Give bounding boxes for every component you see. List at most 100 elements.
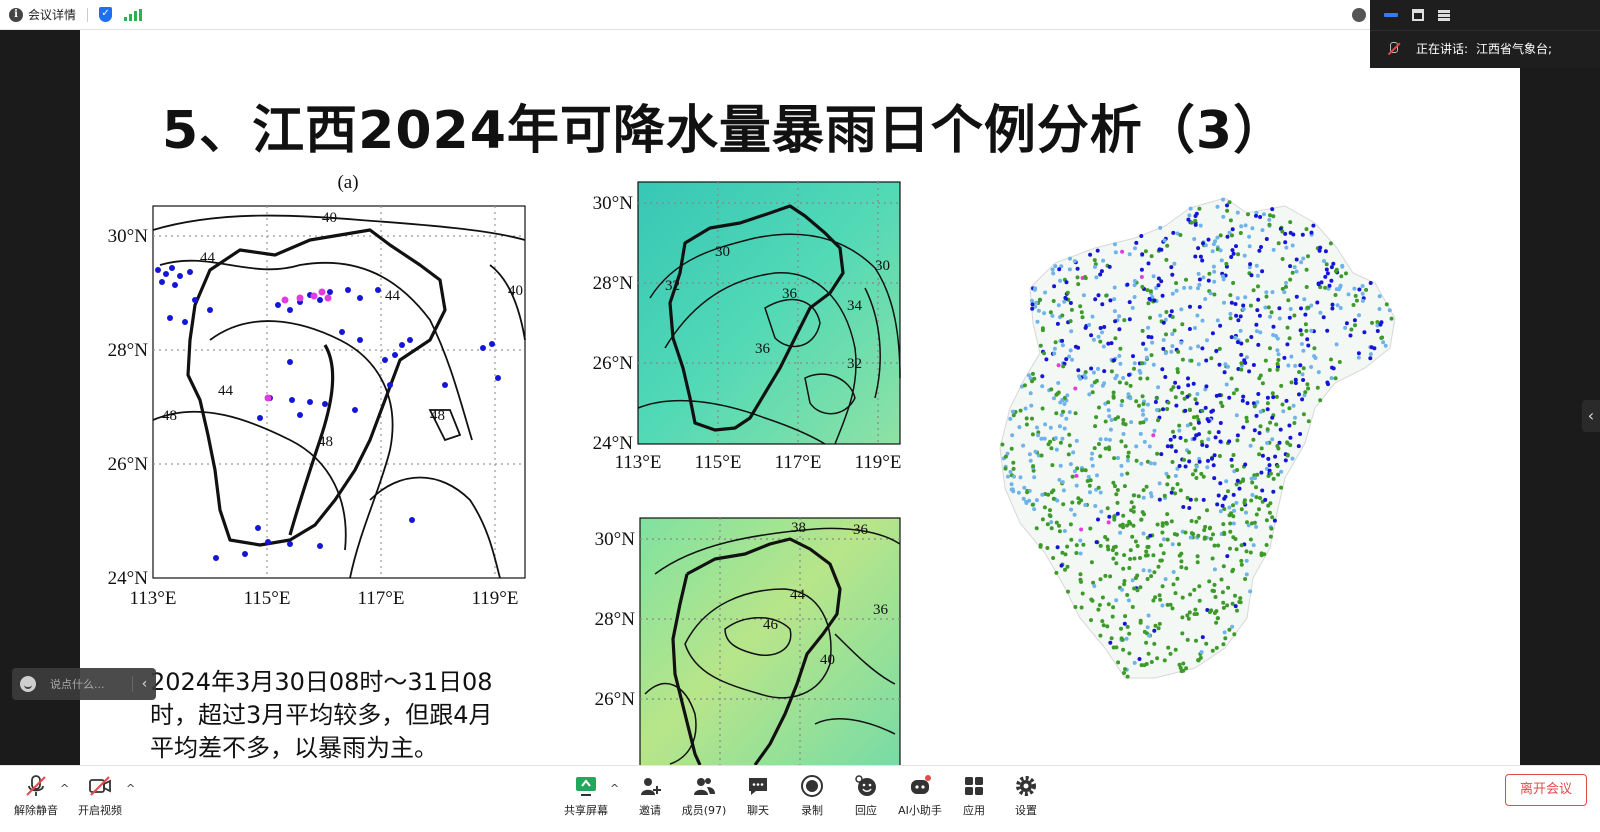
station-dot: [1284, 280, 1288, 285]
share-screen-button[interactable]: 共享屏幕: [556, 774, 616, 824]
avatar[interactable]: [1352, 8, 1366, 22]
station-dot: [1165, 407, 1170, 411]
station-dot: [1280, 229, 1285, 234]
shield-icon[interactable]: ✓: [99, 7, 113, 22]
reactions-button[interactable]: 回应: [836, 774, 896, 824]
station-dot: [1148, 315, 1152, 320]
station-dot: [1304, 267, 1309, 272]
svg-text:117°E: 117°E: [358, 588, 405, 609]
station-dot: [1212, 611, 1217, 615]
menu-icon[interactable]: [1438, 9, 1450, 21]
video-options-caret[interactable]: ^: [126, 782, 136, 795]
members-button[interactable]: 成员(97): [674, 774, 734, 824]
station-dot: [1080, 468, 1085, 473]
station-dot: [1131, 354, 1135, 359]
station-dot: [1129, 500, 1134, 505]
minimize-icon[interactable]: [1384, 13, 1398, 17]
station-dot: [1230, 464, 1235, 468]
station-dot: [1334, 287, 1339, 292]
station-dot: [1003, 466, 1008, 471]
station-dot: [1026, 373, 1031, 378]
chat-button[interactable]: 聊天: [728, 774, 788, 824]
unmute-options-caret[interactable]: ^: [60, 782, 70, 795]
unmute-button[interactable]: 解除静音: [6, 774, 66, 824]
station-dot: [1048, 514, 1053, 519]
signal-icon[interactable]: [124, 8, 143, 21]
smile-icon[interactable]: [20, 676, 36, 692]
station-dot: [1121, 421, 1126, 426]
window-icon[interactable]: [1412, 9, 1424, 21]
record-button[interactable]: 录制: [782, 774, 842, 824]
station-dot: [1360, 284, 1365, 288]
station-dot: [1201, 241, 1205, 246]
station-dot: [1125, 282, 1130, 287]
settings-icon: [1014, 774, 1038, 798]
station-dot: [1171, 230, 1176, 235]
station-dot: [1102, 369, 1107, 374]
station-dot: [1163, 317, 1168, 322]
station-dot: [1188, 497, 1193, 502]
station-dot: [1146, 544, 1151, 549]
svg-text:38: 38: [791, 520, 806, 536]
ai-assistant-button[interactable]: AI小助手: [890, 774, 950, 824]
station-dot: [1126, 454, 1130, 459]
station-dot: [1334, 342, 1339, 347]
station-dot: [1177, 423, 1182, 428]
svg-text:28°N: 28°N: [593, 273, 634, 294]
station-dot: [1200, 346, 1205, 351]
station-dot: [1251, 437, 1256, 442]
station-dot: [1152, 641, 1157, 646]
share-options-caret[interactable]: ^: [610, 782, 620, 795]
station-dot: [1113, 484, 1117, 489]
meeting-details-link[interactable]: i 会议详情: [9, 6, 76, 23]
svg-text:34: 34: [847, 298, 863, 314]
station-dot: [1054, 520, 1059, 525]
apps-button[interactable]: 应用: [944, 774, 1004, 824]
station-dot: [1130, 578, 1135, 583]
chevron-left-icon[interactable]: ‹: [132, 676, 156, 692]
station-dot: [1256, 342, 1261, 347]
quick-chat-bar[interactable]: 说点什么... ‹: [12, 668, 156, 700]
station-dot: [1030, 298, 1034, 303]
station-dot: [1142, 439, 1147, 444]
station-dot: [1201, 474, 1206, 479]
station-dot: [1202, 536, 1207, 541]
station-dot: [1266, 305, 1271, 310]
station-dot: [1315, 300, 1320, 305]
station-dot: [1024, 416, 1029, 421]
station-dot: [1251, 363, 1256, 367]
station-dot: [1151, 553, 1156, 558]
share-screen-icon: [574, 774, 598, 798]
station-dot: [1123, 667, 1127, 672]
station-dot: [1179, 340, 1184, 345]
start-video-button[interactable]: 开启视频: [70, 774, 130, 824]
quick-chat-input[interactable]: 说点什么...: [50, 678, 105, 691]
station-dot: [1360, 291, 1365, 296]
station-dot: [1248, 262, 1253, 267]
settings-button[interactable]: 设置: [996, 774, 1056, 824]
station-dot: [1062, 529, 1067, 533]
station-dot: [1216, 430, 1221, 435]
lat-labels-a: 30°N 28°N 26°N 24°N: [108, 226, 149, 589]
station-dot: [1133, 246, 1137, 251]
station-dot: [1259, 553, 1264, 558]
station-dot: [1303, 312, 1308, 317]
station-dot: [1248, 589, 1253, 594]
invite-button[interactable]: 邀请: [620, 774, 680, 824]
station-dot: [1260, 453, 1265, 458]
chevron-left-icon[interactable]: ‹: [1582, 400, 1600, 432]
station-dot: [1031, 464, 1036, 469]
station-dot: [1206, 278, 1211, 283]
muted-mic-icon: [1386, 41, 1400, 56]
leave-meeting-button[interactable]: 离开会议: [1505, 774, 1587, 806]
station-dot: [1022, 383, 1027, 388]
station-dot: [1324, 267, 1329, 272]
station-dot: [1278, 427, 1283, 432]
station-dot: [1134, 458, 1139, 463]
station-dot: [1117, 380, 1122, 385]
station-dot: [1257, 431, 1262, 435]
station-dot: [1344, 321, 1349, 326]
station-dot: [1139, 461, 1144, 466]
station-dot: [1157, 593, 1162, 598]
station-dot: [1240, 398, 1245, 403]
